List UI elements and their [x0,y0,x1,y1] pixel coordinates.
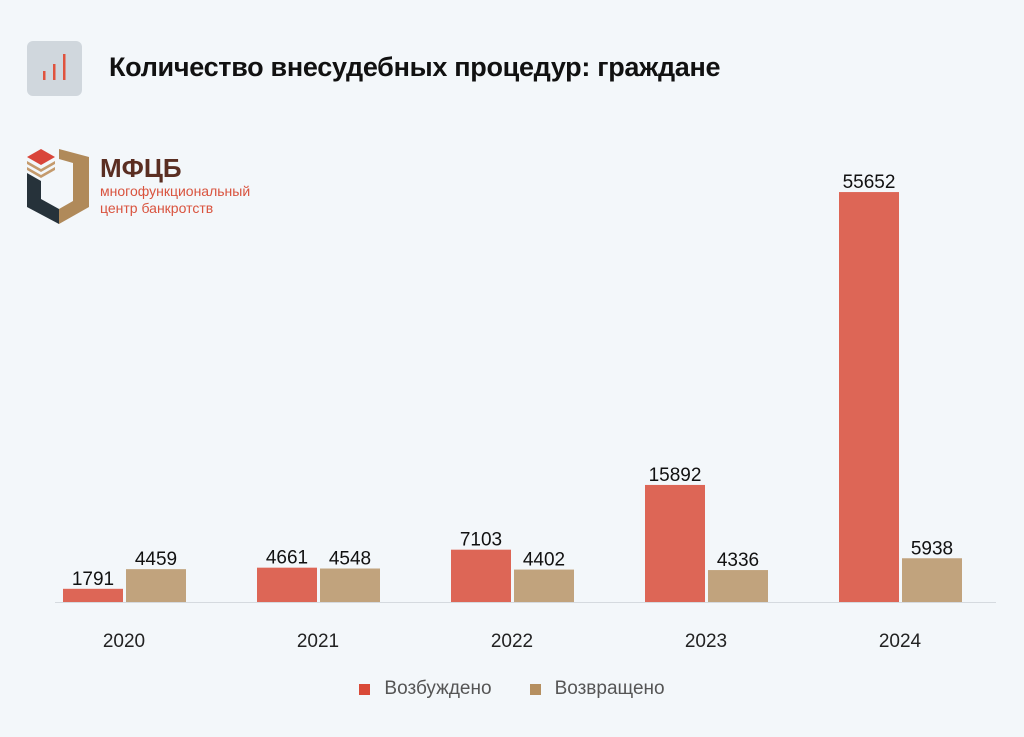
data-label-returned-2020: 4459 [135,549,177,570]
data-label-returned-2024: 5938 [911,538,953,559]
x-tick-label-2024: 2024 [879,631,922,652]
logo-name: МФЦБ [100,153,182,183]
bar-returned-2020 [126,569,186,602]
data-label-opened-2023: 15892 [649,465,702,486]
data-label-returned-2022: 4402 [523,550,565,571]
logo-subtitle: многофункциональный центр банкротств [100,183,250,217]
legend: Возбуждено Возвращено [0,678,1024,700]
data-label-returned-2021: 4548 [329,548,371,569]
bar-chart-icon [27,41,82,96]
x-tick-label-2022: 2022 [491,631,533,652]
bar-opened-2023 [645,484,705,602]
x-tick-label-2021: 2021 [297,631,339,652]
legend-item-returned: Возвращено [529,678,665,700]
bar-opened-2024 [839,192,899,602]
x-tick-label-2023: 2023 [685,631,727,652]
data-label-opened-2021: 4661 [266,548,308,569]
bar-returned-2024 [902,558,962,602]
bar-returned-2021 [320,568,380,602]
legend-swatch-returned [529,683,541,695]
logo-subtitle-line2: центр банкротств [100,200,214,216]
bar-opened-2021 [257,567,317,602]
legend-swatch-opened [359,683,371,695]
bar-opened-2020 [63,588,123,602]
data-label-opened-2020: 1791 [72,569,114,590]
legend-item-opened: Возбуждено [359,678,492,700]
data-label-returned-2023: 4336 [717,550,759,571]
bar-returned-2023 [708,570,768,602]
x-tick-label-2020: 2020 [103,631,145,652]
bar-returned-2022 [514,569,574,602]
logo-subtitle-line1: многофункциональный [100,183,251,199]
page-title: Количество внесудебных процедур: граждан… [109,52,721,82]
data-label-opened-2024: 55652 [843,172,896,193]
legend-label-returned: Возвращено [554,678,665,699]
bar-opened-2022 [451,549,511,602]
logo-emblem [27,149,91,229]
data-label-opened-2022: 7103 [460,530,502,551]
legend-label-opened: Возбуждено [384,678,492,699]
